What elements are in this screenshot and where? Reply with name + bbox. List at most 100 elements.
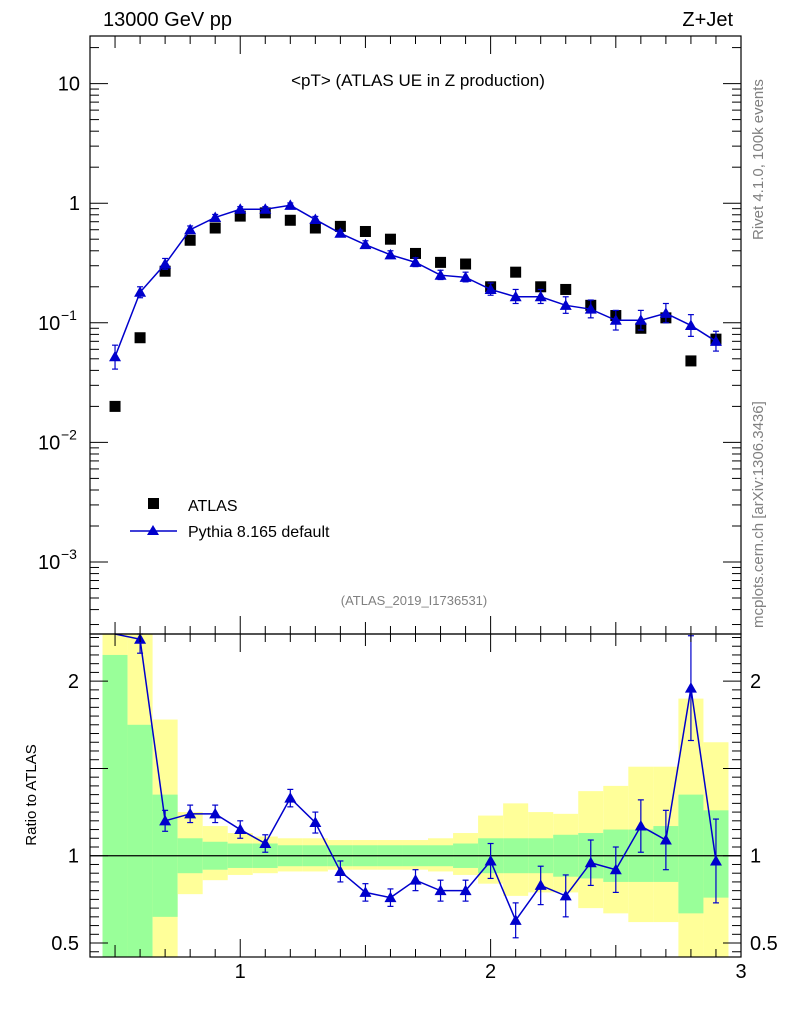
pythia-data-point xyxy=(709,335,722,346)
main-y-tick-label: 10 xyxy=(58,74,80,96)
pythia-data-point xyxy=(459,271,472,282)
ratio-data-point xyxy=(284,792,297,803)
rivet-version-label: Rivet 4.1.0, 100k events xyxy=(750,79,767,240)
main-panel-frame xyxy=(89,35,742,635)
pythia-data-point xyxy=(684,319,697,330)
plot-title: <pT> (ATLAS UE in Z production) xyxy=(291,71,545,90)
ratio-band-inner xyxy=(127,724,153,957)
ratio-data-point xyxy=(534,879,547,890)
atlas-data-point xyxy=(234,210,246,222)
atlas-data-point xyxy=(435,256,447,268)
ratio-y-tick-label-right: 0.5 xyxy=(750,933,778,955)
pythia-data-point xyxy=(234,203,247,214)
ratio-data-point xyxy=(409,874,422,885)
ratio-y-tick-label-right: 2 xyxy=(750,671,761,693)
mcplots-source-label: mcplots.cern.ch [arXiv:1306.3436] xyxy=(750,401,767,628)
ratio-y-tick-label-right: 1 xyxy=(750,846,761,868)
ratio-data-point xyxy=(434,884,447,896)
ratio-data-point xyxy=(234,823,247,835)
legend-atlas-label: ATLAS xyxy=(188,498,238,515)
main-y-tick-label: 10 xyxy=(38,552,60,574)
legend-atlas-marker xyxy=(148,498,159,509)
main-y-tick-exponent: −3 xyxy=(61,546,77,562)
ratio-band-inner xyxy=(102,654,128,957)
atlas-data-point xyxy=(134,332,146,344)
pythia-data-point xyxy=(609,314,622,325)
ratio-y-tick-label: 2 xyxy=(68,671,79,693)
ratio-data-point xyxy=(359,886,372,897)
pythia-data-point xyxy=(534,290,547,302)
pythia-data-point xyxy=(134,286,147,297)
pythia-data-point xyxy=(509,290,522,302)
pythia-data-point xyxy=(559,299,572,310)
atlas-data-point xyxy=(159,265,171,277)
ratio-data-point xyxy=(484,854,497,866)
ratio-panel-marks xyxy=(90,633,741,939)
ratio-data-point xyxy=(634,820,647,831)
pythia-data-point xyxy=(584,303,597,314)
main-y-tick-exponent: −1 xyxy=(61,307,77,323)
ratio-y-tick-label: 1 xyxy=(68,846,79,868)
legend-pythia-label: Pythia 8.165 default xyxy=(188,524,330,541)
pythia-data-point xyxy=(634,314,647,325)
ratio-data-point xyxy=(709,854,722,866)
atlas-data-point xyxy=(410,247,421,259)
ratio-y-axis-label: Ratio to ATLAS xyxy=(23,744,40,845)
ratio-bands xyxy=(102,634,729,957)
main-y-tick-label: 10 xyxy=(38,313,60,335)
pythia-data-point xyxy=(484,283,497,294)
pythia-data-point xyxy=(184,223,197,235)
atlas-data-point xyxy=(109,400,121,412)
ratio-data-point xyxy=(509,914,522,925)
atlas-data-point xyxy=(184,234,196,246)
axis-ticks xyxy=(89,36,742,957)
pythia-data-point xyxy=(109,350,122,362)
ratio-data-point xyxy=(659,834,672,845)
ratio-data-point xyxy=(459,884,472,896)
atlas-data-point xyxy=(535,281,547,293)
pythia-data-point xyxy=(284,199,297,210)
atlas-data-point xyxy=(359,225,371,237)
main-y-tick-exponent: −2 xyxy=(61,426,77,442)
atlas-data-point xyxy=(309,222,321,234)
ratio-data-point xyxy=(334,865,347,876)
atlas-data-point xyxy=(560,283,572,295)
legend: ATLAS Pythia 8.165 default xyxy=(130,498,330,541)
ratio-data-point xyxy=(584,856,597,868)
ratio-data-point xyxy=(309,816,322,828)
x-tick-label: 2 xyxy=(485,961,496,983)
pythia-data-point xyxy=(434,269,447,280)
ratio-data-point xyxy=(209,807,222,819)
ratio-y-tick-label: 0.5 xyxy=(51,933,79,955)
atlas-data-point xyxy=(284,214,296,226)
header-left-label: 13000 GeV pp xyxy=(103,9,232,31)
pythia-data-point xyxy=(334,227,347,238)
main-y-tick-label: 1 xyxy=(69,193,80,215)
atlas-data-point xyxy=(510,266,522,278)
analysis-id-label: (ATLAS_2019_I1736531) xyxy=(341,593,487,608)
pythia-data-point xyxy=(259,203,272,214)
pythia-data-point xyxy=(209,211,222,222)
ratio-data-point xyxy=(259,837,272,849)
header-right-label: Z+Jet xyxy=(682,9,733,31)
pythia-data-point xyxy=(159,258,172,269)
ratio-data-point xyxy=(184,807,197,819)
atlas-data-point xyxy=(460,258,472,270)
pythia-data-point xyxy=(409,256,422,267)
ratio-data-point xyxy=(684,682,697,693)
pythia-data-point xyxy=(359,238,372,250)
main-y-tick-label: 10 xyxy=(38,432,60,454)
ratio-band-inner xyxy=(678,794,704,914)
atlas-data-point xyxy=(209,222,221,234)
pythia-data-point xyxy=(309,213,322,225)
ratio-data-point xyxy=(159,814,172,826)
ratio-data-point xyxy=(609,863,622,875)
main-panel-marks xyxy=(109,199,722,412)
pythia-data-point xyxy=(659,307,672,318)
pythia-line xyxy=(114,204,717,358)
x-tick-label: 1 xyxy=(235,961,246,983)
atlas-data-point xyxy=(334,220,346,232)
ratio-data-point xyxy=(559,889,572,901)
